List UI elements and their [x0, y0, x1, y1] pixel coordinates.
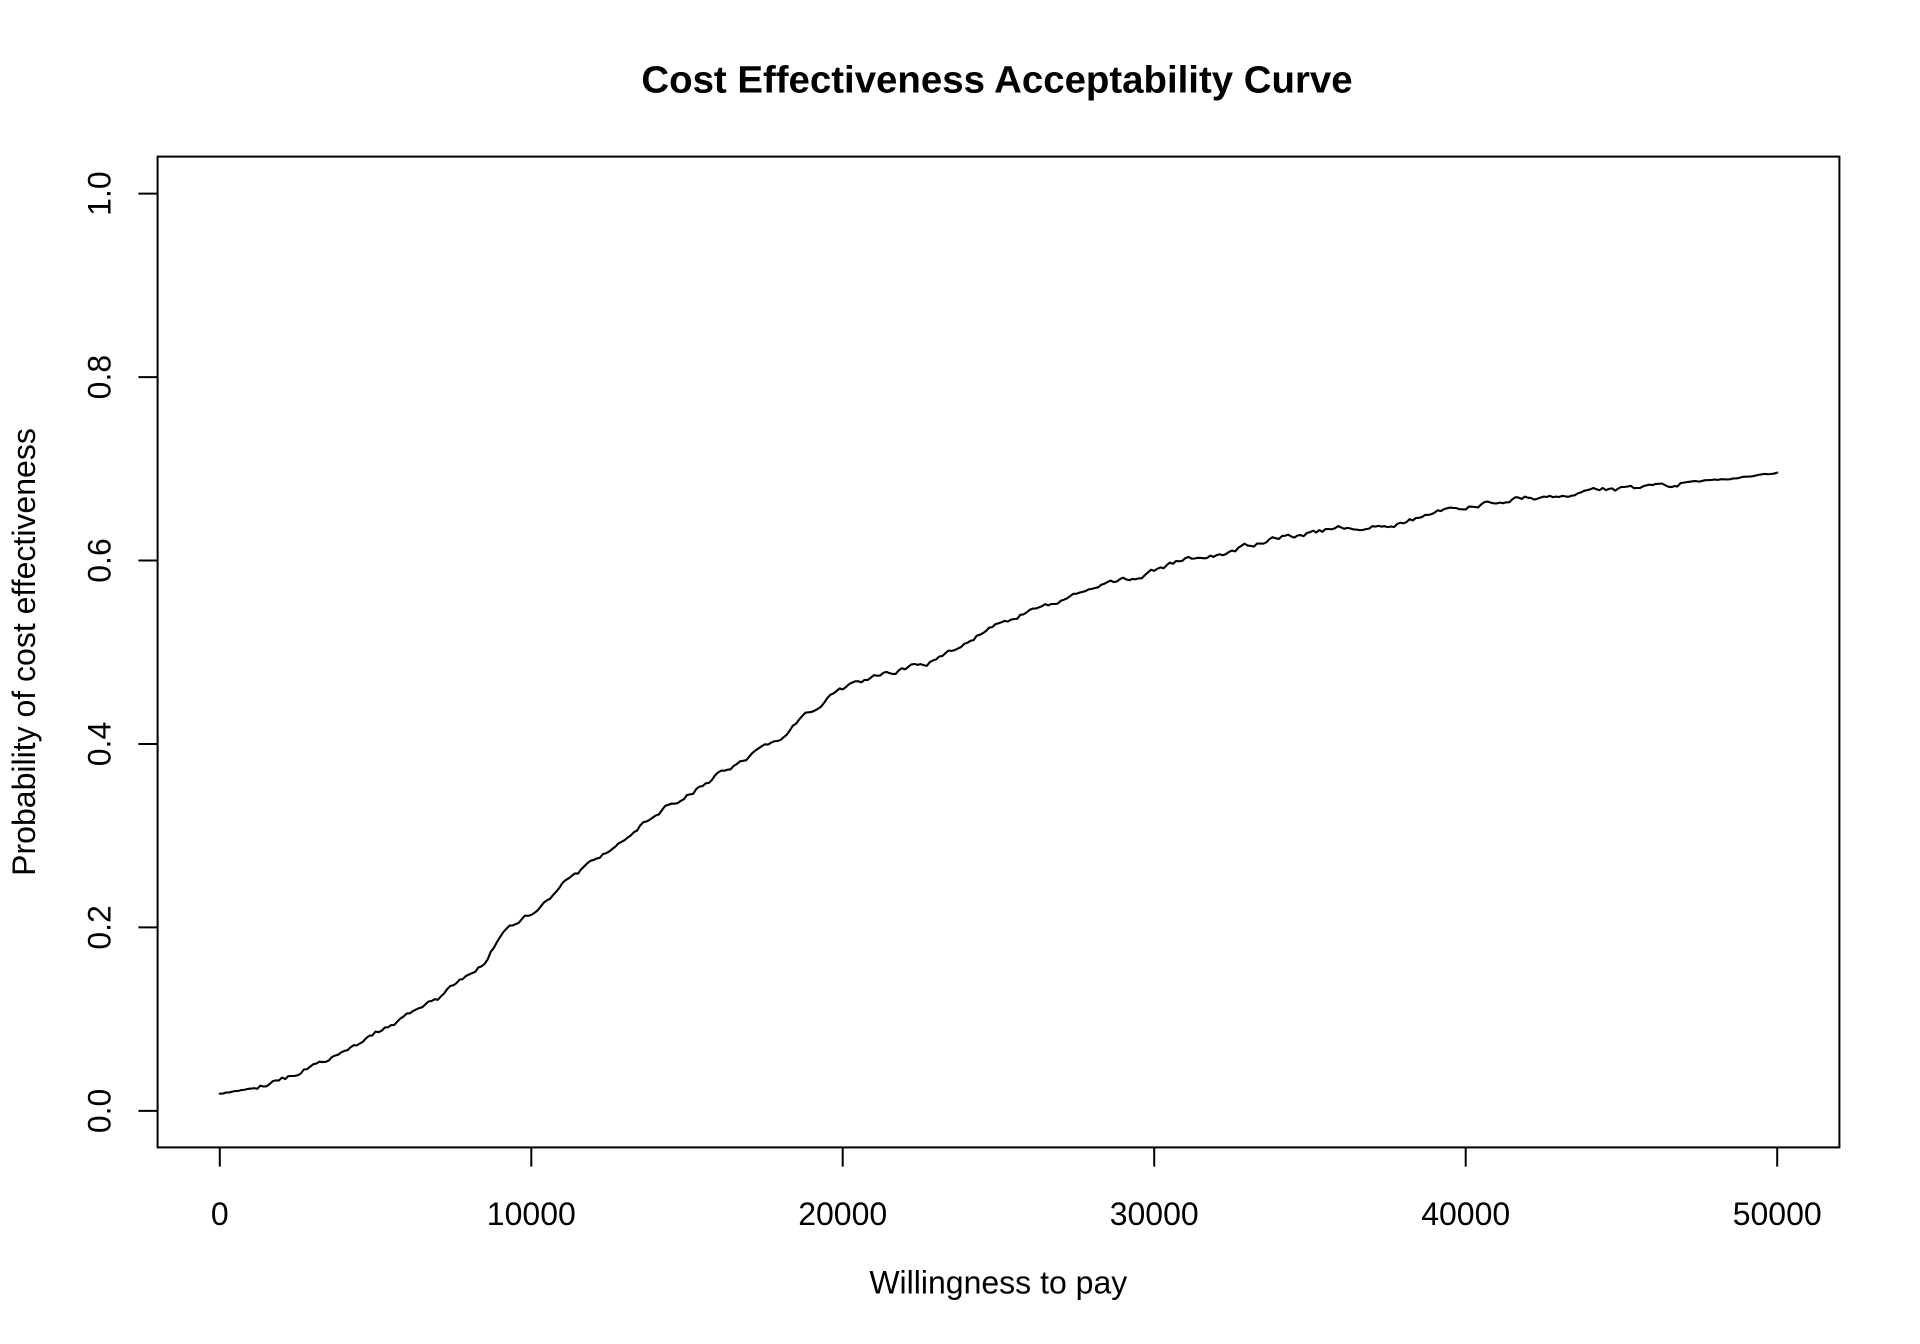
- svg-text:Probability of cost effectiven: Probability of cost effectiveness: [6, 428, 42, 876]
- svg-text:Cost Effectiveness Acceptabili: Cost Effectiveness Acceptability Curve: [641, 59, 1352, 102]
- svg-text:0.2: 0.2: [82, 905, 118, 949]
- svg-text:50000: 50000: [1733, 1196, 1822, 1232]
- svg-text:0.0: 0.0: [82, 1089, 118, 1133]
- svg-text:40000: 40000: [1421, 1196, 1510, 1232]
- svg-text:0.6: 0.6: [82, 538, 118, 582]
- svg-text:Willingness to pay: Willingness to pay: [869, 1264, 1127, 1300]
- svg-text:0.8: 0.8: [82, 355, 118, 399]
- svg-text:0: 0: [211, 1196, 229, 1232]
- svg-text:1.0: 1.0: [82, 171, 118, 215]
- svg-text:0.4: 0.4: [82, 722, 118, 766]
- svg-text:20000: 20000: [798, 1196, 887, 1232]
- svg-text:10000: 10000: [487, 1196, 576, 1232]
- svg-text:30000: 30000: [1110, 1196, 1199, 1232]
